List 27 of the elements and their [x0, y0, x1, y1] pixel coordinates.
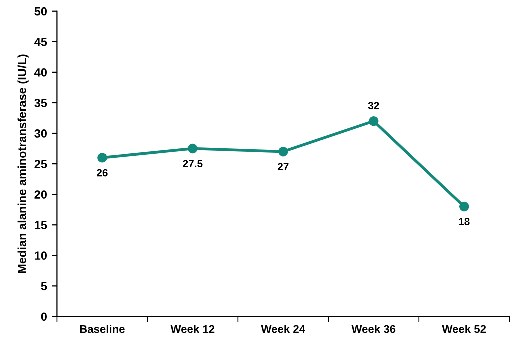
data-label: 26	[97, 169, 108, 177]
y-tick-label: 40	[34, 68, 47, 77]
y-tick-label: 15	[35, 221, 48, 230]
x-tick-label: Week 12	[170, 325, 215, 334]
y-tick-label: 10	[35, 252, 47, 260]
y-tick-label: 50	[34, 7, 47, 16]
x-tick-label: Baseline	[80, 325, 125, 334]
x-tick-label: Week 24	[261, 325, 306, 334]
point	[460, 202, 470, 212]
x-tick-label: Week 52	[442, 325, 486, 334]
data-label: 18	[459, 218, 470, 226]
data-label: 27	[278, 163, 289, 170]
y-tick-label: 30	[34, 130, 47, 138]
y-tick-label: 25	[34, 160, 48, 168]
y-tick-label: 20	[34, 190, 47, 199]
point	[369, 116, 379, 126]
y-axis-title: Median alanine aminotransferase (IU/L)	[18, 54, 29, 274]
point	[278, 146, 288, 157]
y-tick-label: 35	[34, 99, 48, 108]
data-label: 32	[368, 102, 380, 110]
point	[98, 153, 108, 163]
y-tick-label: 5	[41, 282, 48, 291]
y-tick-label: 45	[34, 38, 48, 46]
data-label: 27.5	[183, 160, 203, 168]
y-tick-label: 0	[41, 312, 47, 322]
x-tick-label: Week 36	[352, 325, 396, 334]
point	[188, 144, 198, 154]
